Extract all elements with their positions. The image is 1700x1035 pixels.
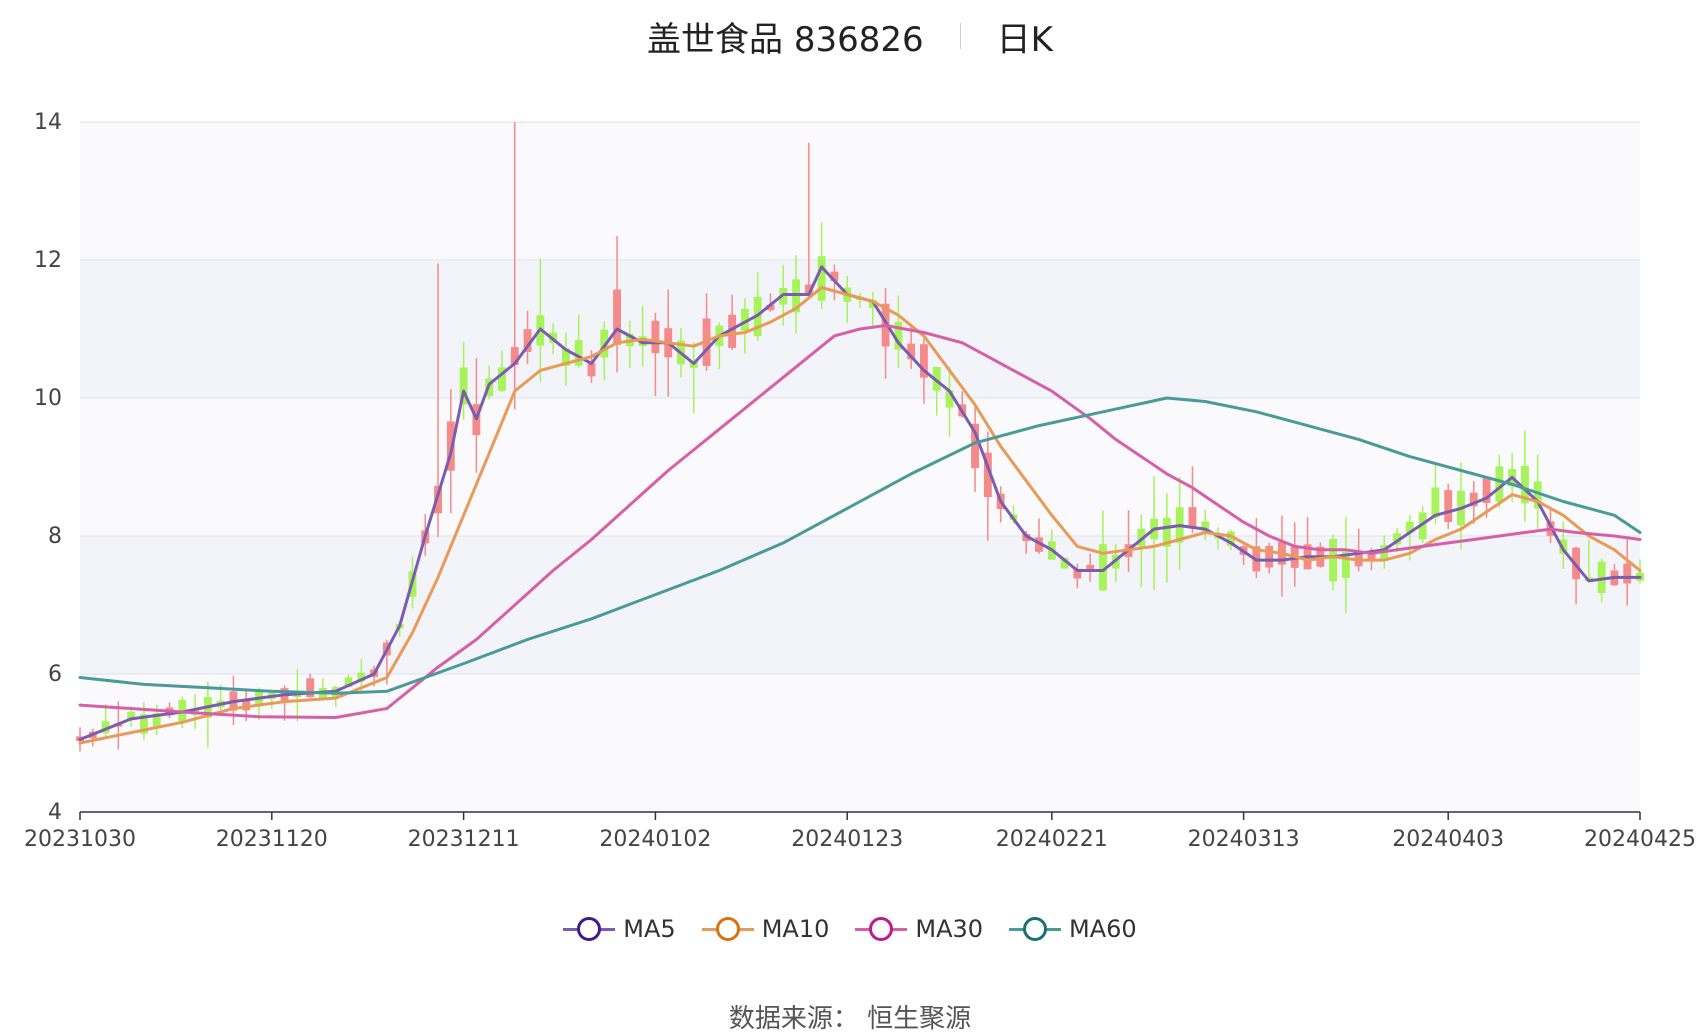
plot-band bbox=[80, 122, 1640, 260]
legend-item-ma30[interactable]: MA30 bbox=[855, 915, 983, 943]
legend-swatch-ma10 bbox=[701, 917, 754, 941]
candle-body bbox=[804, 284, 813, 296]
candle-body bbox=[1099, 544, 1107, 591]
candle-body bbox=[101, 721, 110, 733]
candle-body bbox=[498, 367, 506, 391]
candle-body bbox=[242, 699, 251, 711]
y-tick-label: 4 bbox=[48, 800, 62, 825]
legend-item-ma5[interactable]: MA5 bbox=[563, 915, 676, 943]
candle-body bbox=[830, 271, 839, 282]
candle-body bbox=[1469, 492, 1478, 507]
candle-body bbox=[1265, 545, 1274, 568]
candle-body bbox=[920, 344, 928, 378]
candle-body bbox=[1367, 551, 1376, 560]
y-tick-label: 8 bbox=[48, 524, 62, 549]
ma-line-ma10 bbox=[78, 286, 1642, 745]
legend-label-ma10: MA10 bbox=[761, 915, 830, 943]
candle-body bbox=[907, 343, 916, 360]
legend-label-ma30: MA30 bbox=[915, 915, 984, 943]
legend-swatch-ma60 bbox=[1009, 917, 1062, 941]
candle-body bbox=[651, 320, 660, 354]
candle-body bbox=[932, 366, 941, 391]
y-tick-label: 10 bbox=[34, 386, 62, 411]
candle-body bbox=[1444, 490, 1453, 523]
candle-body bbox=[357, 672, 366, 682]
candle-body bbox=[1482, 477, 1491, 504]
legend-swatch-ma30 bbox=[855, 917, 908, 941]
y-tick-label: 6 bbox=[48, 662, 62, 687]
candle-body bbox=[1431, 487, 1440, 518]
candle-body bbox=[1520, 465, 1529, 504]
plot-band bbox=[80, 536, 1640, 674]
chart-legend: MA5 MA10 MA30 MA60 bbox=[0, 915, 1700, 943]
x-tick-label: 20240221 bbox=[996, 827, 1108, 852]
legend-item-ma60[interactable]: MA60 bbox=[1009, 915, 1137, 943]
candle-body bbox=[1329, 538, 1338, 582]
x-tick-label: 20231211 bbox=[408, 827, 520, 852]
legend-label-ma5: MA5 bbox=[623, 915, 676, 943]
candle-body bbox=[1073, 568, 1082, 579]
candle-body bbox=[459, 367, 468, 405]
ma-line-ma60 bbox=[78, 396, 1642, 695]
candle-body bbox=[1495, 466, 1504, 502]
candle-body bbox=[1393, 533, 1401, 545]
kline-chart: 4 6 8 10 12 14 20231030 20231120 20231211 2024010… bbox=[24, 110, 1696, 852]
chart-subtitle: 日K bbox=[996, 19, 1053, 60]
candle-body bbox=[1597, 561, 1606, 594]
candle-body bbox=[1060, 557, 1069, 569]
candle-body bbox=[613, 289, 621, 345]
chart-title-row: 盖世食品 836826 日K bbox=[0, 8, 1700, 64]
data-source: 数据来源： 恒生聚源 bbox=[728, 1004, 972, 1034]
legend-item-ma10[interactable]: MA10 bbox=[701, 915, 830, 943]
candle-body bbox=[1533, 481, 1542, 509]
candle-body bbox=[945, 390, 954, 408]
chart-title: 盖世食品 836826 bbox=[647, 19, 924, 60]
y-tick-label: 12 bbox=[34, 248, 62, 273]
candle-body bbox=[817, 256, 826, 301]
candle-body bbox=[152, 713, 161, 727]
candle-body bbox=[1226, 531, 1235, 546]
candle-body bbox=[1341, 551, 1350, 578]
x-tick-label: 20240123 bbox=[791, 827, 903, 852]
candle-body bbox=[561, 348, 570, 367]
candle-body bbox=[587, 363, 596, 377]
x-tick-label: 20240425 bbox=[1584, 827, 1696, 852]
candle-body bbox=[344, 677, 353, 687]
candle-body bbox=[766, 304, 775, 311]
candle-body bbox=[140, 714, 148, 734]
plot-band bbox=[80, 398, 1640, 536]
legend-label-ma60: MA60 bbox=[1069, 915, 1137, 943]
candle-body bbox=[306, 678, 315, 698]
y-tick-label: 14 bbox=[34, 110, 62, 135]
candle-body bbox=[1086, 564, 1095, 571]
candle-body bbox=[894, 321, 903, 350]
x-tick-label: 20240313 bbox=[1188, 827, 1300, 852]
candle-body bbox=[1418, 512, 1427, 540]
ma-line-ma30 bbox=[78, 324, 1642, 719]
candle-body bbox=[600, 329, 609, 358]
x-tick-label: 20240403 bbox=[1392, 827, 1504, 852]
candle-body bbox=[740, 308, 749, 331]
candle-body bbox=[971, 423, 980, 469]
candle-body bbox=[1162, 517, 1171, 547]
ma-line-ma5 bbox=[78, 265, 1642, 741]
candle-body bbox=[1188, 507, 1197, 529]
x-tick-label: 20231120 bbox=[216, 827, 328, 852]
candle-body bbox=[1405, 521, 1414, 533]
title-separator bbox=[959, 23, 961, 49]
x-tick-label: 20231030 bbox=[24, 827, 136, 852]
x-tick-label: 20240102 bbox=[599, 827, 711, 852]
legend-swatch-ma5 bbox=[563, 917, 616, 941]
candle-body bbox=[523, 329, 532, 353]
candle-body bbox=[983, 452, 992, 498]
candle-body bbox=[728, 314, 737, 348]
candle-body bbox=[1623, 563, 1632, 584]
candle-body bbox=[510, 347, 519, 365]
candle-body bbox=[574, 340, 583, 366]
candle-body bbox=[1201, 521, 1210, 533]
candle-body bbox=[127, 711, 136, 721]
